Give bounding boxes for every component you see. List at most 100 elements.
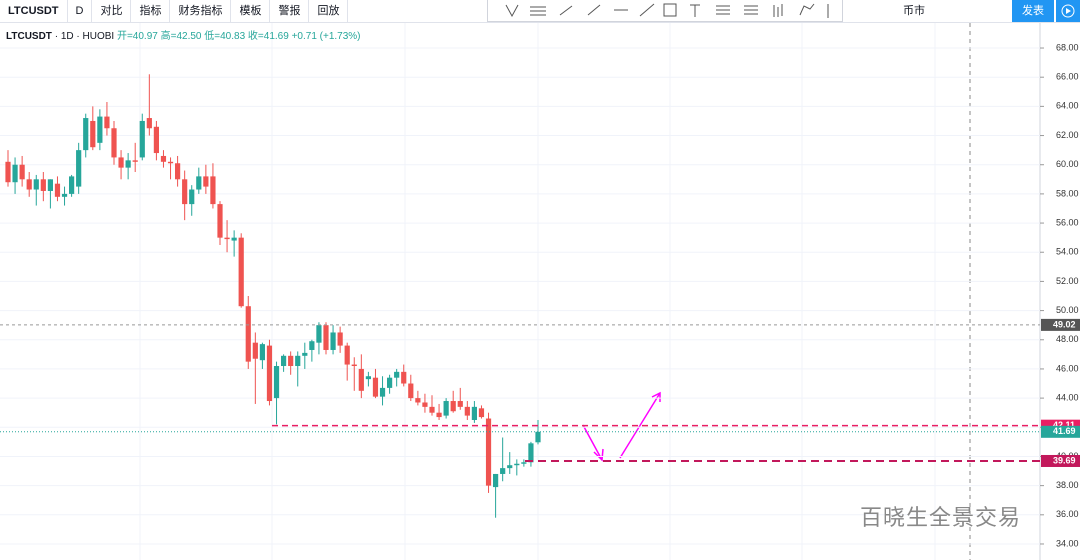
drawing-tool-icons [505,3,829,18]
candle-body [139,120,145,158]
candle-body [309,341,315,350]
candle-body [210,176,216,205]
candle-body [40,179,46,191]
candle-body [415,398,421,403]
y-tick-label: 54.00 [1056,247,1079,257]
candle-body [146,118,152,129]
candle-body [153,126,159,154]
candle-body [238,237,244,307]
candle-body [528,443,534,463]
y-tick-label: 38.00 [1056,480,1079,490]
price-tag-label: 49.02 [1053,319,1076,329]
candle-body [167,161,174,164]
candle-body [76,150,82,187]
legend-interval: 1D [60,31,74,42]
candle-body [422,402,428,407]
watermark: 百晓生全景交易 [860,505,1022,530]
candle-body [224,237,230,240]
symbol[interactable]: LTCUSDT [0,0,68,22]
toolbar-item[interactable]: 对比 [92,0,132,22]
candle-body [471,406,477,420]
candle-body [387,377,393,388]
price-tag [1041,318,1080,331]
candle-body [316,325,322,343]
candle-body [429,406,435,413]
candle-body [401,371,407,384]
y-tick-label: 52.00 [1056,276,1079,286]
y-tick-label: 68.00 [1056,42,1079,52]
candle-body [507,465,513,469]
candle-body [245,306,251,362]
candle-body [351,364,357,367]
candle-body [295,355,301,367]
legend-low: 低=40.83 [204,31,246,42]
candle-body [203,176,209,187]
candle-body [189,189,195,205]
candle-body [302,352,308,356]
candle-body [394,371,400,378]
toolbar-item[interactable]: 指标 [131,0,171,22]
candle-body [344,345,350,365]
toolbar-item[interactable]: 警报 [270,0,310,22]
legend-symbol: LTCUSDT [6,31,52,42]
candle-body [266,345,273,402]
drawing-tools [487,0,843,22]
y-tick-label: 56.00 [1056,217,1079,227]
y-tick-label: 50.00 [1056,305,1079,315]
y-tick-label: 60.00 [1056,159,1079,169]
y-tick-label: 62.00 [1056,130,1079,140]
candle-body [125,160,131,168]
currency[interactable]: 币市 [903,5,925,17]
candle-body [90,120,96,148]
candle-body [118,157,124,168]
candle-body [514,463,520,466]
toolbar-item[interactable]: 财务指标 [170,0,232,22]
price-tag-label: 41.69 [1053,426,1076,436]
candle-body [182,179,188,205]
publish-button[interactable]: 发表 [1012,0,1054,22]
y-tick-label: 34.00 [1056,538,1079,548]
candle-body [478,408,485,418]
toolbar: LTCUSDT D 对比 指标 财务指标 模板 警报 回放 币市 [0,0,1080,23]
candle-body [132,160,138,162]
candle-body [97,116,103,143]
annotation-arrows [582,391,661,462]
candle-body [323,325,329,350]
price-tag [1041,425,1080,438]
candle-body [443,401,449,416]
candle-body [436,412,442,418]
y-tick-label: 48.00 [1056,334,1079,344]
candle-body [379,387,386,397]
candle-body [26,179,32,190]
candle-body [33,179,39,190]
price-tag-label: 42.11 [1053,420,1075,430]
y-tick-label: 46.00 [1056,363,1079,373]
candle-body [450,401,456,412]
replay-button[interactable] [1056,0,1080,22]
candle-body [69,176,75,194]
ohlc-legend: LTCUSDT · 1D · HUOBI 开=40.97 高=42.50 低=4… [6,31,361,42]
candle-body [5,161,11,183]
price-tag [1041,454,1080,467]
candle-body [231,237,237,241]
legend-high: 高=42.50 [160,31,202,42]
candle-body [104,116,110,129]
play-icon [1061,4,1075,18]
candle-body [111,128,117,158]
candle-body [493,473,499,488]
candle-body [330,332,336,350]
toolbar-item[interactable]: 模板 [231,0,271,22]
candle-body [61,193,68,197]
y-tick-label: 58.00 [1056,188,1079,198]
vertical-grid [139,23,936,560]
candle-body [535,431,541,443]
candle-body [521,462,527,464]
y-tick-label: 66.00 [1056,72,1079,82]
y-tick-label: 64.00 [1056,101,1079,111]
candle-body [337,332,343,346]
toolbar-item[interactable]: 回放 [309,0,349,22]
interval[interactable]: D [68,0,93,22]
candle-body [252,342,258,359]
